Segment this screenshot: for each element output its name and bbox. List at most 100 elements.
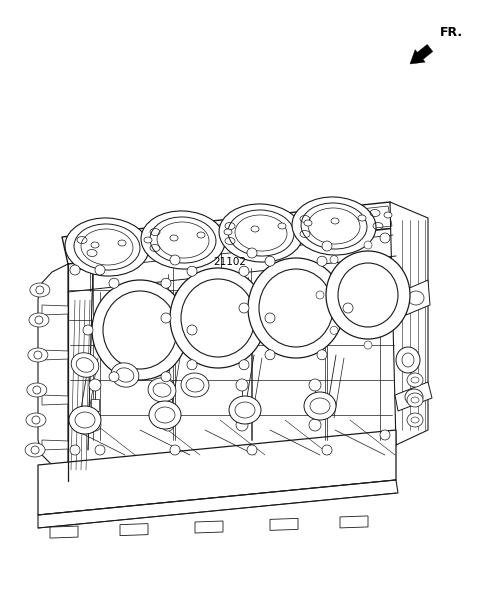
- Ellipse shape: [405, 389, 423, 405]
- Circle shape: [70, 265, 80, 275]
- Circle shape: [247, 445, 257, 455]
- Circle shape: [187, 360, 197, 369]
- Circle shape: [170, 445, 180, 455]
- Circle shape: [33, 386, 41, 394]
- Ellipse shape: [103, 291, 177, 369]
- Ellipse shape: [411, 417, 419, 423]
- Ellipse shape: [326, 251, 410, 339]
- Polygon shape: [38, 480, 398, 528]
- Ellipse shape: [197, 232, 205, 238]
- Ellipse shape: [181, 373, 209, 397]
- Polygon shape: [120, 524, 148, 536]
- Ellipse shape: [118, 240, 126, 246]
- Ellipse shape: [150, 217, 216, 263]
- Ellipse shape: [144, 237, 152, 243]
- Circle shape: [109, 278, 119, 288]
- Ellipse shape: [407, 413, 423, 427]
- Circle shape: [364, 241, 372, 249]
- Ellipse shape: [278, 223, 286, 229]
- Circle shape: [309, 419, 321, 431]
- Ellipse shape: [407, 393, 423, 407]
- Circle shape: [95, 265, 105, 275]
- Circle shape: [34, 351, 42, 359]
- Polygon shape: [62, 202, 396, 264]
- Polygon shape: [405, 280, 430, 315]
- Circle shape: [317, 350, 327, 360]
- Ellipse shape: [25, 443, 45, 457]
- Polygon shape: [38, 430, 396, 515]
- Ellipse shape: [304, 392, 336, 420]
- Ellipse shape: [402, 353, 414, 367]
- Circle shape: [322, 445, 332, 455]
- Ellipse shape: [259, 269, 333, 347]
- Circle shape: [330, 256, 338, 264]
- Ellipse shape: [338, 263, 398, 327]
- Circle shape: [265, 350, 275, 360]
- Polygon shape: [42, 395, 68, 405]
- Ellipse shape: [27, 383, 47, 397]
- Circle shape: [70, 445, 80, 455]
- Circle shape: [322, 241, 332, 251]
- Ellipse shape: [219, 204, 303, 262]
- Circle shape: [162, 419, 174, 431]
- Circle shape: [89, 419, 101, 431]
- Ellipse shape: [251, 226, 259, 232]
- Circle shape: [95, 445, 105, 455]
- Circle shape: [161, 313, 171, 323]
- Circle shape: [161, 372, 171, 382]
- Circle shape: [239, 303, 249, 313]
- Ellipse shape: [304, 220, 312, 226]
- Ellipse shape: [331, 218, 339, 224]
- Circle shape: [309, 379, 321, 391]
- Circle shape: [265, 313, 275, 323]
- Ellipse shape: [148, 378, 176, 402]
- Ellipse shape: [181, 279, 255, 357]
- Circle shape: [247, 248, 257, 258]
- Polygon shape: [311, 399, 319, 411]
- Circle shape: [162, 379, 174, 391]
- Ellipse shape: [235, 402, 255, 418]
- Ellipse shape: [71, 353, 99, 377]
- Ellipse shape: [28, 348, 48, 362]
- Circle shape: [317, 256, 327, 266]
- Circle shape: [109, 372, 119, 382]
- Circle shape: [316, 291, 324, 299]
- Polygon shape: [42, 305, 68, 315]
- Ellipse shape: [229, 396, 261, 424]
- Polygon shape: [42, 350, 68, 360]
- Ellipse shape: [65, 218, 149, 276]
- Ellipse shape: [407, 373, 423, 387]
- Ellipse shape: [384, 212, 392, 218]
- Ellipse shape: [75, 412, 95, 428]
- Ellipse shape: [155, 407, 175, 423]
- Polygon shape: [50, 526, 78, 538]
- Ellipse shape: [411, 377, 419, 383]
- Ellipse shape: [301, 203, 367, 249]
- Polygon shape: [164, 399, 172, 411]
- Ellipse shape: [408, 291, 424, 305]
- Circle shape: [343, 303, 353, 313]
- Ellipse shape: [30, 283, 50, 297]
- Ellipse shape: [153, 383, 171, 397]
- Ellipse shape: [186, 378, 204, 392]
- Ellipse shape: [141, 211, 225, 269]
- Circle shape: [83, 325, 93, 335]
- Polygon shape: [91, 399, 99, 411]
- Circle shape: [380, 233, 390, 243]
- Ellipse shape: [116, 368, 134, 382]
- Polygon shape: [395, 382, 432, 411]
- Circle shape: [170, 255, 180, 265]
- Ellipse shape: [411, 397, 419, 403]
- Ellipse shape: [92, 280, 188, 380]
- Circle shape: [187, 266, 197, 276]
- Ellipse shape: [111, 363, 139, 387]
- Circle shape: [380, 430, 390, 440]
- Polygon shape: [340, 516, 368, 528]
- Text: FR.: FR.: [440, 27, 463, 39]
- Polygon shape: [390, 202, 428, 445]
- Ellipse shape: [248, 258, 344, 358]
- Ellipse shape: [228, 210, 294, 256]
- FancyArrow shape: [410, 45, 433, 64]
- Ellipse shape: [74, 224, 140, 270]
- Circle shape: [239, 360, 249, 369]
